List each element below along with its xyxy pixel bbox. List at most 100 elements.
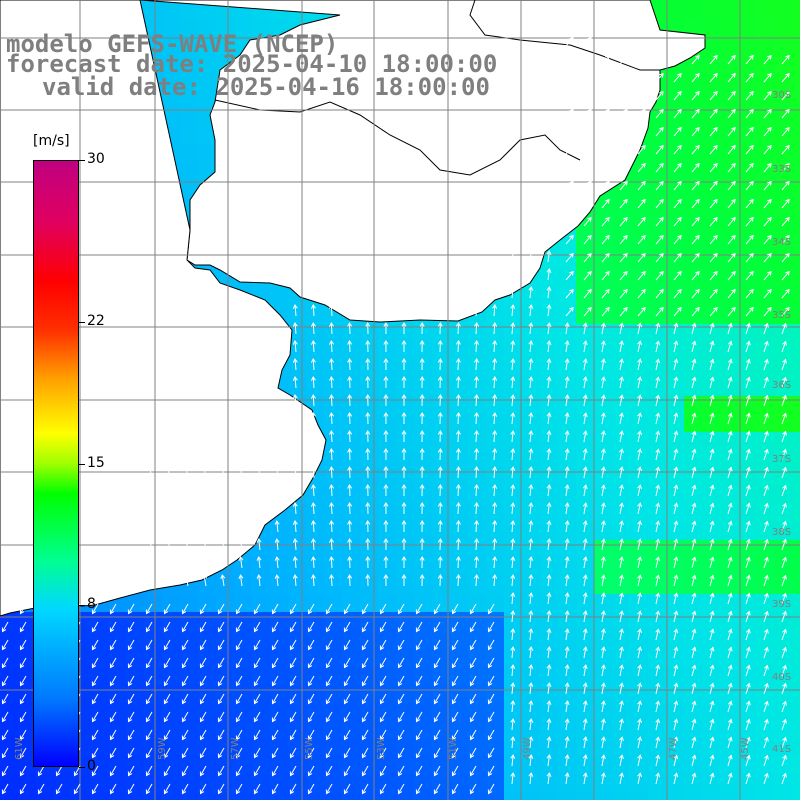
wind-arrow-head [600,772,606,778]
wind-arrow-head [1,663,7,669]
wind-arrow [380,603,387,614]
wind-arrow-head [473,376,480,381]
wind-arrow-head [487,663,493,669]
wind-arrow [276,449,279,461]
wind-arrow-head [253,699,259,705]
field-cell [576,432,595,451]
wind-arrow-head [782,376,787,382]
field-cell [792,666,800,685]
wind-arrow-head [637,664,643,670]
wind-arrow [601,611,605,623]
wind-arrow [781,73,790,83]
wind-arrow [149,575,153,587]
wind-arrow [294,448,297,461]
wind-arrow-head [764,700,769,706]
wind-arrow-head [695,144,700,150]
wind-arrow [655,629,659,641]
field-cell [180,18,199,37]
wind-arrow [457,448,460,461]
wind-arrow-head [727,700,733,706]
field-cell [486,504,505,523]
wind-arrow-head [605,72,610,78]
wind-arrow [312,502,315,515]
field-cell [378,774,397,793]
wind-arrow-head [365,304,371,309]
wind-arrow-head [289,753,295,759]
field-cell [414,342,433,361]
wind-arrow-head [764,718,769,724]
wind-arrow [745,467,750,479]
wind-arrow [182,765,189,776]
wind-arrow [781,323,787,335]
wind-arrow [164,747,171,758]
field-cell [396,648,415,667]
field-cell [720,450,739,469]
wind-arrow [149,557,153,569]
wind-arrow [691,127,700,137]
wind-arrow [236,675,243,686]
wind-arrow-head [745,430,751,436]
wind-arrow [236,603,243,614]
wind-arrow-head [163,771,169,777]
wind-arrow-head [713,72,718,78]
field-cell [612,738,631,757]
wind-arrow-head [379,645,385,651]
wind-arrow-head [437,502,443,507]
wind-arrow-head [415,789,421,795]
wind-arrow-head [713,90,718,96]
wind-arrow-head [307,681,313,687]
wind-arrow-head [767,198,772,204]
wind-arrow-head [619,646,624,652]
wind-arrow [637,377,641,389]
wind-arrow-head [181,645,187,651]
wind-arrow [673,737,678,749]
wind-arrow [164,675,171,686]
wind-arrow [655,413,659,425]
wind-arrow [691,253,700,263]
wind-arrow-head [709,502,715,508]
forecast-date: forecast date: 2025-04-10 18:00:00 [6,50,498,78]
wind-arrow-head [528,520,534,525]
wind-arrow-head [437,520,443,525]
field-cell [738,414,757,433]
wind-arrow-head [163,789,169,795]
wind-arrow [110,657,117,668]
field-cell [522,432,541,451]
wind-arrow [745,503,750,515]
wind-arrow [326,729,333,740]
field-cell [180,162,199,181]
field-cell [558,342,577,361]
field-cell [558,720,577,739]
wind-arrow-head [749,252,754,258]
wind-arrow [185,521,189,533]
colorbar-tick-label: 30 [87,151,105,167]
wind-arrow-head [361,663,367,669]
field-cell [414,396,433,415]
field-cell [702,72,721,91]
wind-arrow [691,485,696,497]
wind-arrow-head [473,340,480,345]
wind-arrow [349,376,351,389]
wind-arrow [167,521,171,533]
wind-arrow-head [1,645,7,651]
field-cell [486,360,505,379]
wind-arrow [475,484,478,497]
wind-arrow [601,575,605,587]
wind-arrow-head [147,484,153,490]
field-cell [792,216,800,235]
wind-arrow-head [659,270,664,276]
field-cell [342,648,361,667]
wind-arrow [203,467,207,479]
wind-arrow-head [419,394,425,399]
field-cell [666,504,685,523]
field-cell [666,702,685,721]
wind-arrow [727,271,736,281]
wind-arrow [254,621,261,632]
field-cell [702,198,721,217]
field-cell [630,666,649,685]
wind-arrow [110,675,117,686]
wind-arrow-head [582,718,588,724]
wind-arrow [349,322,351,335]
wind-arrow [619,719,623,731]
wind-arrow-head [325,753,331,759]
